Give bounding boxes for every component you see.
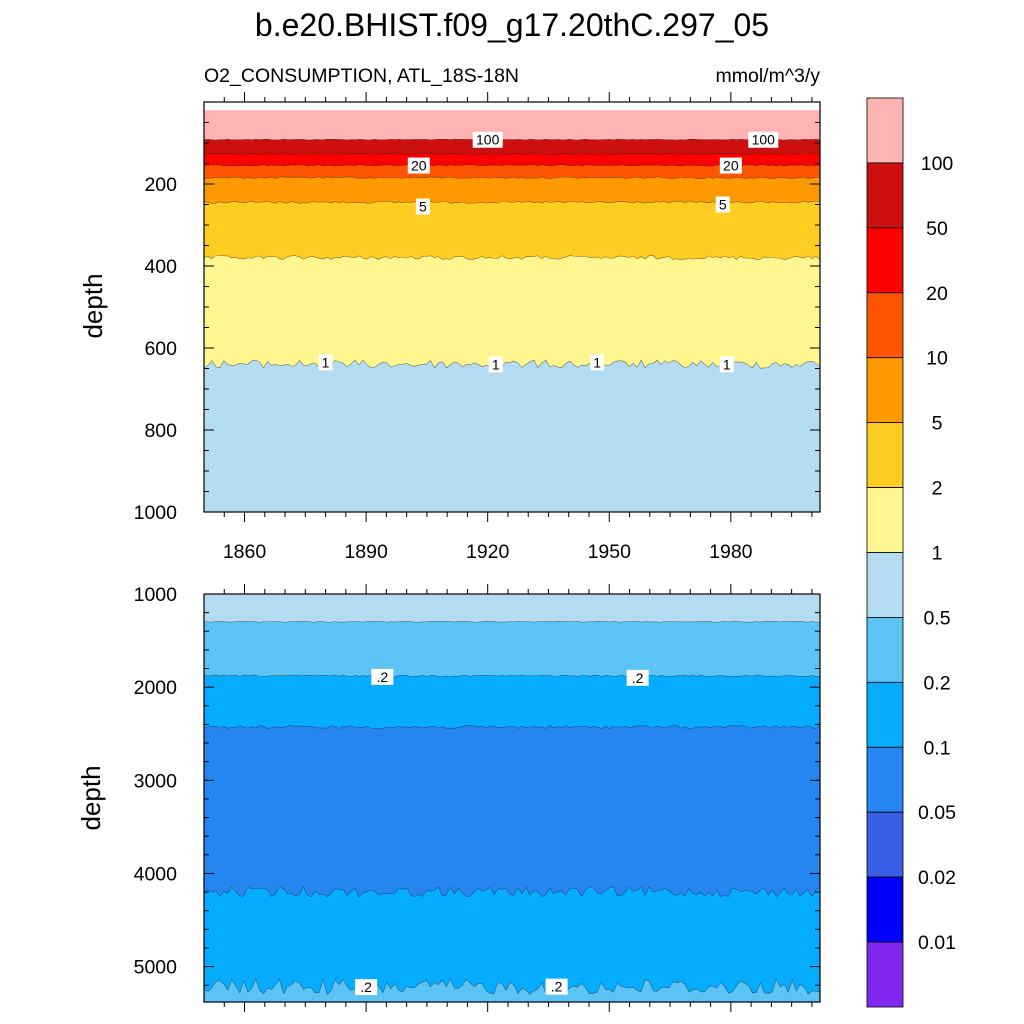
upper-contour-line-1 [203,153,821,156]
upper-contour-label-bg-3 [719,157,742,174]
lower-ytick-label: 5000 [134,957,178,979]
colorbar-box-0 [866,97,904,164]
x-tick-label: 1860 [223,541,267,563]
upper-contour-label-bg-0 [472,131,503,148]
upper-y-axis-label: depth [78,273,108,338]
lower-contour-label-0: .2 [376,669,388,685]
x-tick-label: 1950 [588,541,632,563]
upper-band-5 [204,201,820,260]
upper-band-6 [204,255,820,369]
upper-contour-label-bg-9 [719,356,734,373]
lower-contour-label-bg-2 [355,979,378,996]
colorbar-box-3 [866,292,904,359]
colorbar-label: 1 [932,543,943,565]
upper-contour-label-bg-6 [318,354,333,371]
chart-subtitle-units: mmol/m^3/y [716,65,821,87]
colorbar-box-13 [866,941,904,1008]
colorbar-label: 0.05 [918,802,956,824]
upper-contour-label-6: 1 [322,354,330,370]
lower-panel: .2 .2 .2 .2 1000 2000 3000 4000 5000 [134,584,821,1012]
colorbar-label: 0.01 [918,932,956,954]
lower-contour-line-4 [203,978,821,996]
colorbar-label: 10 [926,348,948,370]
upper-contour-label-1: 100 [752,132,776,148]
colorbar-box-10 [866,746,904,813]
colorbar-label: 0.2 [923,672,950,694]
colorbar-label: 0.5 [923,607,950,629]
upper-contour-label-bg-5 [715,196,730,213]
colorbar: 100 50 20 10 5 2 1 0.5 0.2 0.1 0.05 0.02 0.01 [866,97,956,1008]
lower-contour-label-bg-0 [371,668,394,685]
lower-band-1 [204,621,820,677]
x-tick-label: 1980 [709,541,753,563]
upper-contour-label-bg-2 [407,157,430,174]
lower-contour-label-2: .2 [360,979,372,995]
chart-subtitle-variable: O2_CONSUMPTION, ATL_18S-18N [204,65,519,87]
colorbar-label: 0.1 [923,737,950,759]
colorbar-box-8 [866,617,904,683]
lower-contour-label-bg-1 [626,669,649,686]
chart-title: b.e20.BHIST.f09_g17.20thC.297_05 [255,7,769,43]
upper-band-7 [204,360,820,512]
lower-y-axis-label: depth [76,765,106,830]
upper-band-2 [204,153,820,167]
upper-ytick-label: 200 [144,174,177,196]
upper-contour-label-5: 5 [719,197,727,213]
upper-ytick-label: 800 [144,420,177,442]
upper-contour-label-9: 1 [723,356,731,372]
upper-contour-label-8: 1 [593,354,601,370]
colorbar-label: 100 [921,153,954,175]
colorbar-box-4 [866,357,904,424]
x-tick-label: 1890 [344,541,388,563]
lower-contour-label-1: .2 [632,670,644,686]
colorbar-box-9 [866,681,904,748]
lower-ytick-label: 1000 [134,584,178,606]
colorbar-box-2 [866,227,904,294]
colorbar-box-12 [866,876,904,943]
upper-contour-label-bg-7 [488,356,503,373]
upper-ytick-label: 400 [144,256,177,278]
colorbar-label: 50 [926,218,948,240]
upper-contour-label-0: 100 [476,132,500,148]
lower-band-0 [204,594,820,623]
upper-panel: 100 100 20 20 5 5 1 1 1 1 200 400 600 800 1000 1860 1890… [134,92,821,563]
upper-ytick-label: 600 [144,338,177,360]
colorbar-box-6 [866,487,904,553]
colorbar-label: 5 [932,413,943,435]
upper-contour-label-bg-1 [748,131,779,148]
colorbar-box-11 [866,811,904,878]
lower-ytick-label: 3000 [134,770,178,792]
colorbar-box-7 [866,552,904,618]
upper-band-4 [204,177,820,204]
lower-contour-label-3: .2 [551,979,563,995]
upper-contour-label-2: 20 [411,158,427,174]
upper-contour-label-3: 20 [723,158,739,174]
lower-band-3 [204,725,820,898]
lower-ytick-label: 2000 [134,677,178,699]
upper-band-3 [204,164,820,179]
upper-contour-label-bg-8 [590,354,605,371]
colorbar-label: 2 [932,478,943,500]
x-tick-label: 1920 [466,541,510,563]
upper-contour-label-7: 1 [492,356,500,372]
colorbar-label: 20 [926,283,948,305]
lower-ytick-label: 4000 [134,863,178,885]
upper-band-0 [204,110,820,141]
lower-band-4 [204,887,820,995]
upper-ytick-label: 1000 [134,502,178,524]
upper-contour-label-4: 5 [419,199,427,215]
upper-band-1 [204,139,820,155]
lower-frame [203,593,821,1003]
colorbar-box-1 [866,162,904,229]
upper-empty-region [204,102,820,111]
colorbar-box-5 [866,422,904,488]
colorbar-label: 0.02 [918,867,956,889]
lower-contour-label-bg-3 [545,978,568,995]
lower-band-2 [204,675,820,729]
upper-contour-label-bg-4 [415,198,430,215]
